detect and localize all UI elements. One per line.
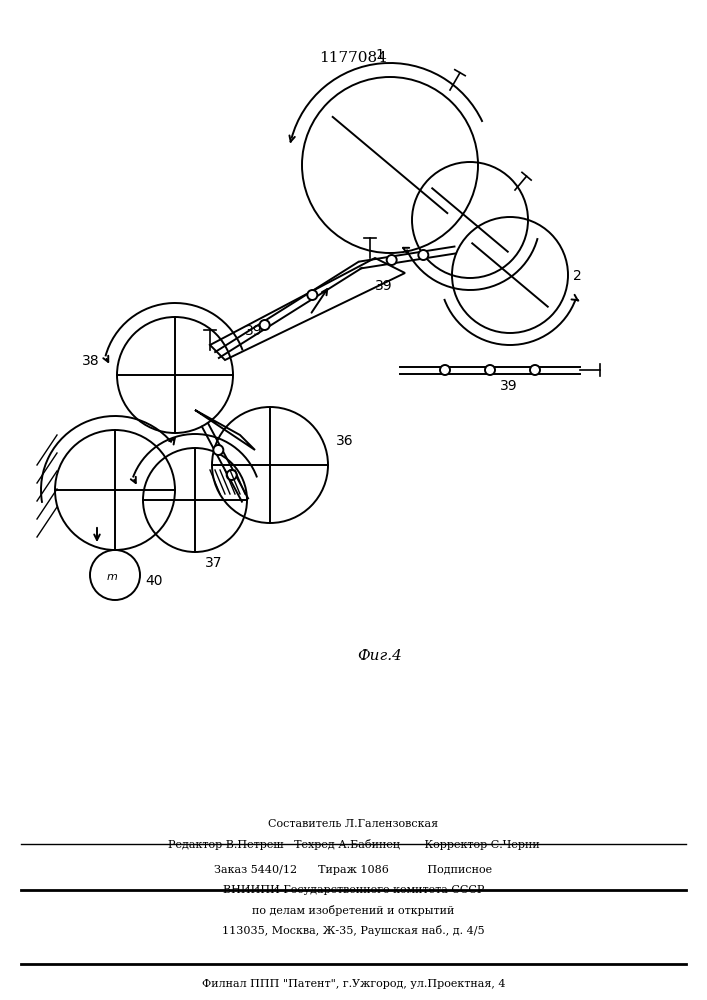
Circle shape	[387, 255, 397, 265]
Text: Заказ 5440/12      Тираж 1086           Подписное: Заказ 5440/12 Тираж 1086 Подписное	[214, 865, 493, 875]
Circle shape	[530, 365, 540, 375]
Text: Филнал ППП "Патент", г.Ужгород, ул.Проектная, 4: Филнал ППП "Патент", г.Ужгород, ул.Проек…	[201, 979, 506, 989]
Text: по делам изобретений и открытий: по делам изобретений и открытий	[252, 904, 455, 916]
Text: Фиг.4: Фиг.4	[358, 649, 402, 663]
Text: Составитель Л.Галензовская: Составитель Л.Галензовская	[269, 819, 438, 829]
Text: m: m	[107, 572, 118, 582]
Text: 1: 1	[375, 48, 384, 62]
Text: 39: 39	[375, 279, 392, 293]
Text: Редактор В.Петреш   Техред А.Бабинец       Корректор С.Черни: Редактор В.Петреш Техред А.Бабинец Корре…	[168, 838, 539, 850]
Circle shape	[214, 445, 223, 455]
Text: 37: 37	[205, 556, 223, 570]
Text: 1177084: 1177084	[319, 51, 387, 65]
Text: 40: 40	[145, 574, 163, 588]
Circle shape	[308, 290, 317, 300]
Text: ВНИИПИ Государственного комитета СССР: ВНИИПИ Государственного комитета СССР	[223, 885, 484, 895]
Circle shape	[227, 470, 237, 480]
Circle shape	[485, 365, 495, 375]
Circle shape	[440, 365, 450, 375]
Text: 39: 39	[500, 379, 518, 393]
Text: 39: 39	[245, 324, 262, 338]
Circle shape	[259, 320, 269, 330]
Text: 113035, Москва, Ж-35, Раушская наб., д. 4/5: 113035, Москва, Ж-35, Раушская наб., д. …	[222, 924, 485, 936]
Circle shape	[419, 250, 428, 260]
Text: 38: 38	[82, 354, 100, 368]
Text: 36: 36	[336, 434, 354, 448]
Text: 2: 2	[573, 269, 582, 283]
